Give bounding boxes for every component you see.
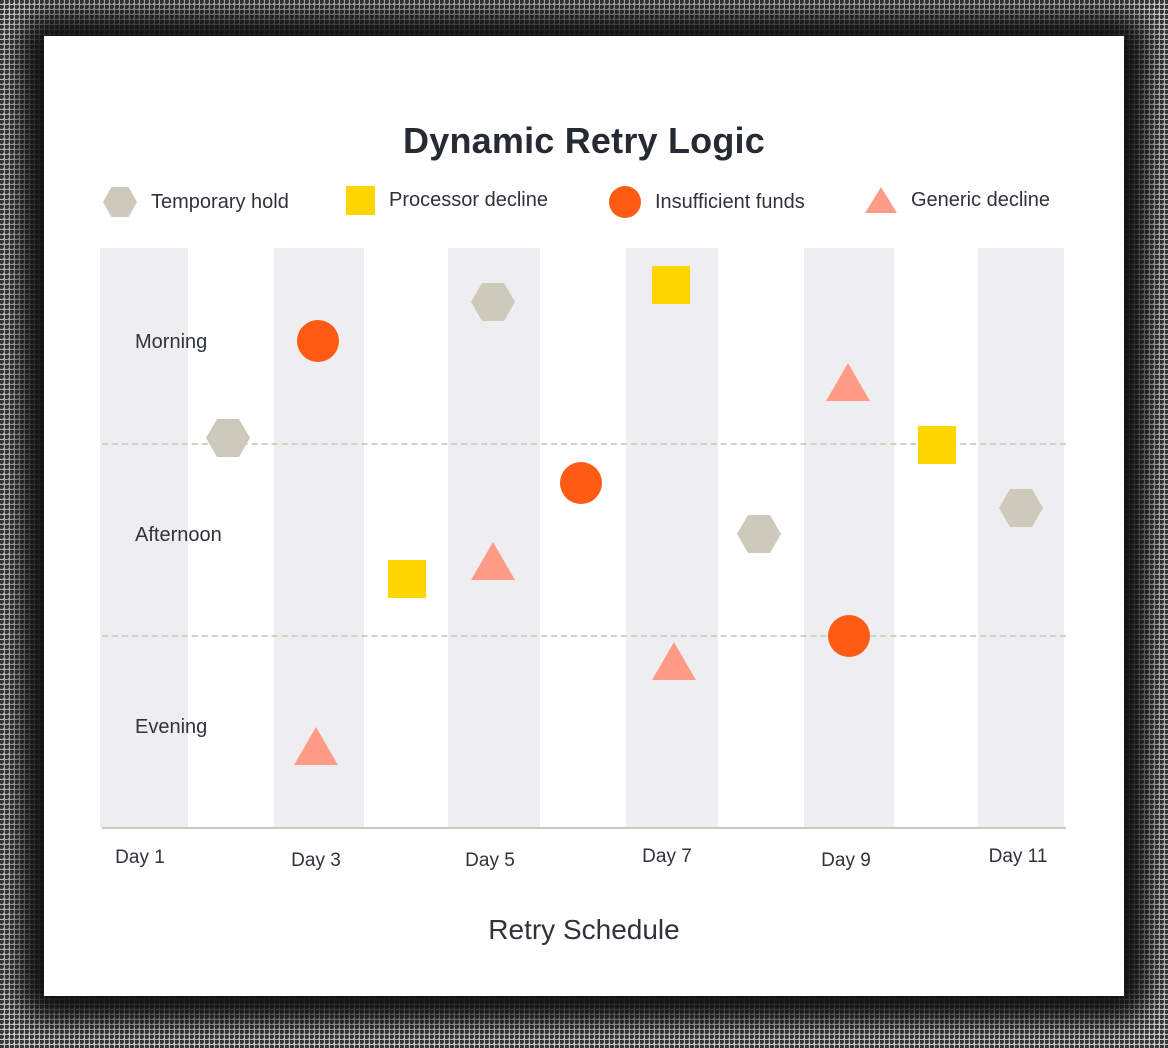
circle-icon — [609, 186, 641, 218]
point-insufficient-funds-day-3 — [297, 320, 339, 362]
x-label-day-9: Day 9 — [821, 850, 871, 871]
legend-label: Temporary hold — [151, 190, 289, 213]
y-label-morning: Morning — [135, 331, 208, 353]
y-label-afternoon: Afternoon — [135, 524, 222, 546]
day-band-5 — [448, 248, 540, 828]
x-label-day-7: Day 7 — [642, 846, 692, 867]
day-band-11 — [978, 248, 1064, 828]
legend-label: Processor decline — [389, 188, 548, 211]
point-processor-decline-day-4 — [388, 560, 426, 598]
point-insufficient-funds-day-9 — [828, 615, 870, 657]
x-label-day-5: Day 5 — [465, 850, 515, 871]
day-band-1 — [100, 248, 188, 828]
day-band-9 — [804, 248, 894, 828]
chart-card: Dynamic Retry Logic — [44, 36, 1124, 996]
chart-title: Dynamic Retry Logic — [403, 120, 765, 161]
x-axis-line — [102, 827, 1066, 829]
legend-label: Insufficient funds — [655, 190, 805, 213]
legend-item-processor-decline: Processor decline — [346, 182, 548, 218]
y-label-evening: Evening — [135, 716, 208, 738]
x-label-day-1: Day 1 — [115, 847, 165, 868]
grid-line-morning-afternoon — [102, 443, 1066, 445]
grid-line-afternoon-evening — [102, 635, 1066, 637]
hexagon-icon — [103, 187, 137, 217]
day-band-7 — [626, 248, 718, 828]
triangle-icon — [865, 187, 897, 213]
point-processor-decline-day-7 — [652, 266, 690, 304]
square-icon — [346, 185, 375, 215]
point-insufficient-funds-day-6 — [560, 462, 602, 504]
legend-item-temporary-hold: Temporary hold — [103, 184, 289, 220]
legend-item-insufficient-funds: Insufficient funds — [609, 184, 805, 220]
point-temporary-hold-day-5 — [471, 283, 515, 321]
x-label-day-3: Day 3 — [291, 850, 341, 871]
x-axis-title: Retry Schedule — [488, 914, 680, 945]
point-temporary-hold-day-8 — [737, 515, 781, 553]
x-label-day-11: Day 11 — [988, 846, 1048, 867]
legend-item-generic-decline: Generic decline — [865, 182, 1050, 218]
legend-label: Generic decline — [911, 188, 1050, 211]
point-temporary-hold-day-2 — [206, 419, 250, 457]
point-processor-decline-day-10 — [918, 426, 956, 464]
